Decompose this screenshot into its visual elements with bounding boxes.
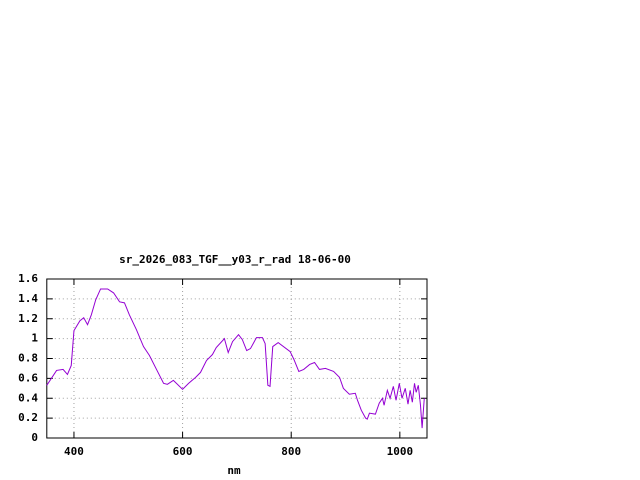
y-tick-label: 0.8	[18, 352, 38, 365]
x-tick-label: 800	[281, 445, 301, 458]
y-tick-label: 1.2	[18, 312, 38, 325]
data-line	[46, 288, 425, 429]
x-tick-label: 400	[64, 445, 84, 458]
x-tick-label: 1000	[387, 445, 414, 458]
y-tick-label: 0	[31, 431, 38, 444]
y-tick-label: 0.4	[18, 391, 38, 404]
y-tick-label: 1	[31, 332, 38, 345]
y-tick-label: 0.6	[18, 371, 38, 384]
y-tick-label: 1.4	[18, 292, 38, 305]
x-axis-label: nm	[227, 464, 241, 477]
chart-title: sr_2026_083_TGF__y03_r_rad 18-06-00	[119, 253, 351, 266]
x-tick-label: 600	[173, 445, 193, 458]
plot-border	[46, 278, 428, 439]
y-tick-label: 1.6	[18, 272, 38, 285]
y-tick-label: 0.2	[18, 411, 38, 424]
